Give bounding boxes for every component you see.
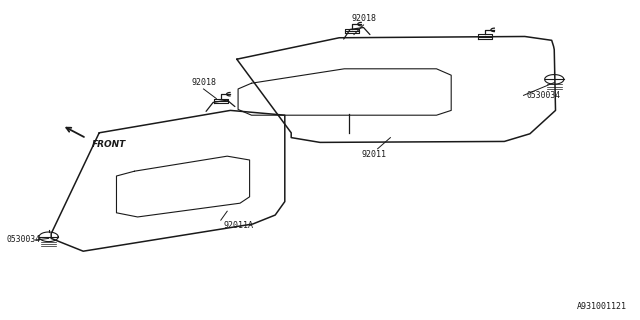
Text: 92018: 92018: [191, 78, 216, 87]
Text: 0530034: 0530034: [527, 92, 561, 100]
Text: 0530034: 0530034: [6, 236, 40, 244]
Text: 92011: 92011: [362, 150, 387, 159]
Text: 92018: 92018: [351, 14, 376, 23]
Text: FRONT: FRONT: [92, 140, 126, 149]
Text: 92011A: 92011A: [224, 221, 254, 230]
Text: A931001121: A931001121: [577, 302, 627, 311]
